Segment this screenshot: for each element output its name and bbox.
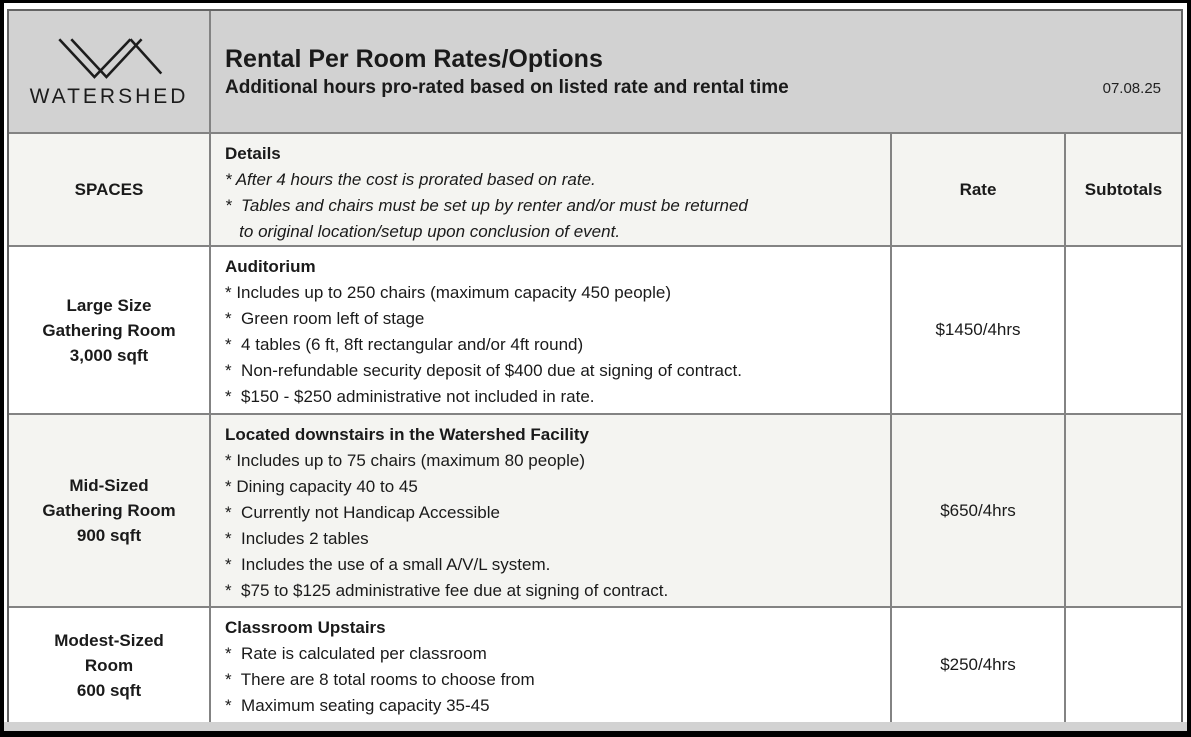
rate-value: $1450/4hrs: [935, 320, 1021, 339]
page-subtitle: Additional hours pro-rated based on list…: [225, 76, 789, 98]
bottom-margin-strip: [4, 722, 1187, 731]
spaces-column-header: SPACES: [9, 134, 209, 245]
title-cell: Rental Per Room Rates/Options Additional…: [211, 11, 1181, 132]
title-block: Rental Per Room Rates/Options Additional…: [225, 44, 1103, 100]
space-name: Mid-Sized Gathering Room 900 sqft: [42, 476, 176, 545]
rate-value: $650/4hrs: [940, 500, 1016, 520]
table-row-large-space-cell: Large Size Gathering Room 3,000 sqft: [9, 247, 209, 413]
details-bullets: * Rate is calculated per classroom * The…: [225, 644, 535, 715]
table-row-modest-rate-cell: $250/4hrs: [892, 608, 1064, 722]
spaces-label: SPACES: [74, 179, 144, 199]
table-row-modest-details-cell: Classroom Upstairs * Rate is calculated …: [211, 608, 890, 722]
watershed-logo-icon: [58, 37, 163, 79]
subtotals-column-header: Subtotals: [1066, 134, 1181, 245]
rate-label: Rate: [959, 179, 997, 199]
rental-rates-table: WATERSHED Rental Per Room Rates/Options …: [7, 9, 1183, 724]
page-title: Rental Per Room Rates/Options: [225, 44, 603, 73]
details-column-header: Details * After 4 hours the cost is pror…: [211, 134, 890, 245]
space-name: Large Size Gathering Room 3,000 sqft: [42, 295, 176, 365]
subtotals-label: Subtotals: [1084, 179, 1163, 199]
table-row-mid-space-cell: Mid-Sized Gathering Room 900 sqft: [9, 415, 209, 606]
logo-cell: WATERSHED: [9, 11, 209, 132]
space-name: Modest-Sized Room 600 sqft: [54, 630, 164, 700]
details-label: Details: [225, 144, 281, 163]
rate-value: $250/4hrs: [940, 655, 1016, 674]
details-heading: Auditorium: [225, 257, 316, 276]
table-row-mid-subtotal-cell: [1066, 415, 1181, 606]
table-row-large-details-cell: Auditorium * Includes up to 250 chairs (…: [211, 247, 890, 413]
logo-wordmark: WATERSHED: [29, 84, 189, 108]
details-bullets: * Includes up to 75 chairs (maximum 80 p…: [225, 451, 669, 600]
table-row-mid-details-cell: Located downstairs in the Watershed Faci…: [211, 415, 890, 606]
table-row-modest-space-cell: Modest-Sized Room 600 sqft: [9, 608, 209, 722]
details-heading: Classroom Upstairs: [225, 618, 386, 637]
details-heading: Located downstairs in the Watershed Faci…: [225, 425, 589, 444]
table-row-modest-subtotal-cell: [1066, 608, 1181, 722]
table-row-mid-rate-cell: $650/4hrs: [892, 415, 1064, 606]
document-date: 07.08.25: [1102, 80, 1161, 97]
rate-column-header: Rate: [892, 134, 1064, 245]
table-row-large-rate-cell: $1450/4hrs: [892, 247, 1064, 413]
table-row-large-subtotal-cell: [1066, 247, 1181, 413]
details-bullets: * Includes up to 250 chairs (maximum cap…: [225, 283, 742, 406]
details-notes: * After 4 hours the cost is prorated bas…: [225, 170, 748, 241]
